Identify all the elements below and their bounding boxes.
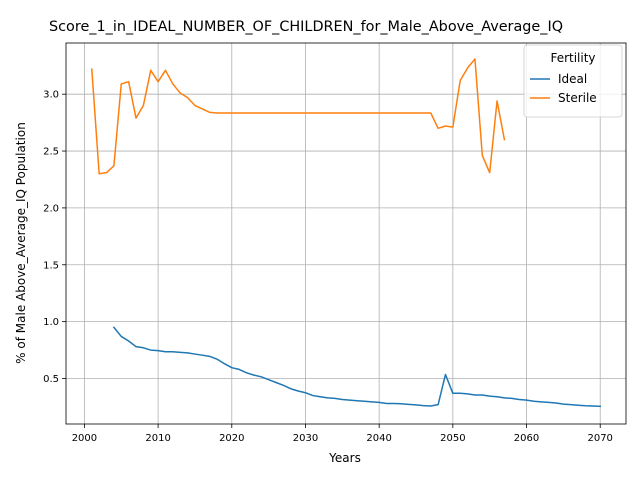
- legend-label-sterile: Sterile: [558, 91, 597, 105]
- x-tick-label: 2040: [366, 433, 391, 444]
- y-gridlines: [66, 93, 626, 379]
- legend-title: Fertility: [550, 51, 595, 65]
- legend-box: [523, 44, 623, 118]
- y-tick-label: 2.0: [43, 203, 59, 214]
- y-tick-label: 1.5: [43, 260, 59, 271]
- x-tick-label: 2030: [293, 433, 318, 444]
- y-axis-ticks: 0.5 1.0 1.5 2.0 2.5 3.0: [43, 90, 66, 385]
- x-tick-label: 2010: [145, 433, 170, 444]
- series-layer: [90, 58, 601, 408]
- plot-frame: [65, 42, 627, 425]
- y-tick-label: 1.0: [43, 317, 59, 328]
- x-axis-label: Years: [328, 451, 361, 465]
- x-tick-label: 2060: [514, 433, 539, 444]
- legend: Fertility Ideal Sterile: [523, 44, 623, 118]
- series-line-sterile: [90, 58, 506, 175]
- x-tick-label: 2070: [587, 433, 612, 444]
- x-tick-label: 2000: [72, 433, 97, 444]
- legend-label-ideal: Ideal: [558, 72, 587, 86]
- x-tick-label: 2020: [219, 433, 244, 444]
- y-tick-label: 2.5: [43, 147, 59, 158]
- series-line-ideal: [112, 326, 601, 408]
- y-tick-label: 0.5: [43, 374, 59, 385]
- chart-title: Score_1_in_IDEAL_NUMBER_OF_CHILDREN_for_…: [49, 19, 563, 35]
- y-axis-label: % of Male Above_Average_IQ Population: [14, 122, 28, 364]
- y-tick-label: 3.0: [43, 90, 59, 101]
- x-axis-ticks: 2000 2010 2020 2030 2040 2050 2060 2070: [72, 424, 613, 444]
- x-tick-label: 2050: [440, 433, 465, 444]
